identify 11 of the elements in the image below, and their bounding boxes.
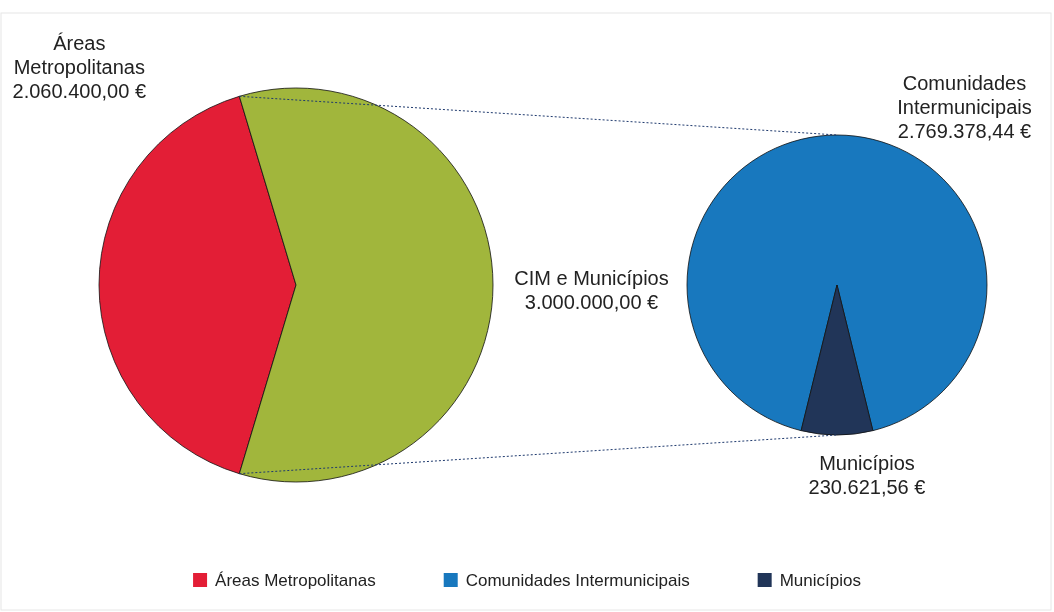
- slice-label: Áreas Metropolitanas: [13, 32, 145, 79]
- legend-label: Comunidades Intermunicipais: [465, 571, 690, 590]
- data-label: 2.060.400,00 €: [12, 80, 147, 103]
- legend-label: Municípios: [779, 571, 861, 590]
- slice-label: Comunidades Intermunicipais: [897, 72, 1032, 118]
- slice-label: CIM e Municípios: [514, 266, 669, 289]
- data-label: 230.621,56 €: [808, 475, 926, 498]
- legend-label: Áreas Metropolitanas: [215, 571, 376, 590]
- data-label: 3.000.000,00 €: [524, 290, 659, 313]
- slice-label: Municípios: [819, 451, 915, 474]
- data-label: 2.769.378,44 €: [897, 120, 1032, 142]
